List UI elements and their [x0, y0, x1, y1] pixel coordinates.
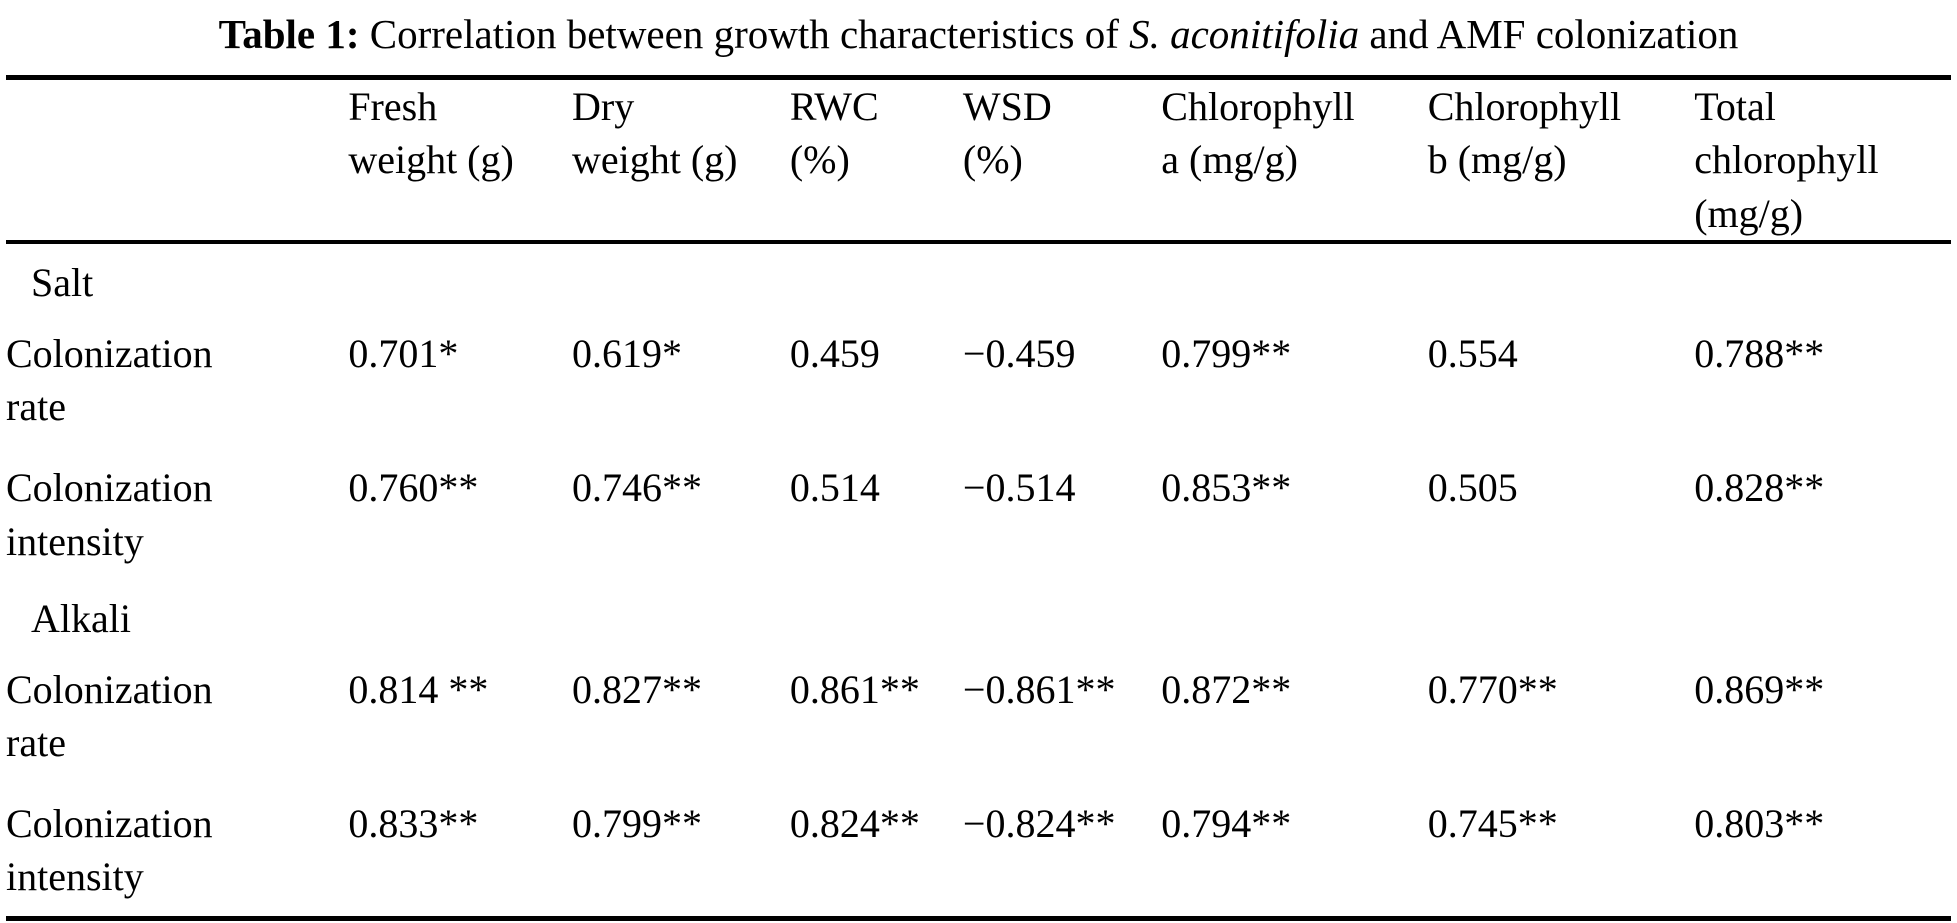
table-cell: 0.872** — [1161, 666, 1292, 712]
table-title-text-post: and AMF colonization — [1359, 11, 1739, 57]
table-cell: 0.514 — [789, 465, 880, 511]
column-header-dry-weight: Dry weight (g) — [571, 77, 790, 244]
table-cell: 0.824** — [789, 801, 920, 847]
table-cell: 0.505 — [1427, 465, 1518, 511]
table-cell: 0.760** — [348, 465, 479, 511]
table-cell: 0.619* — [571, 330, 682, 376]
table-cell: −0.514 — [962, 465, 1076, 511]
table-cell: 0.803** — [1694, 801, 1825, 847]
table-title-species: S. aconitifolia — [1129, 11, 1360, 57]
column-header-total-chlorophyll: Total chlorophyll (mg/g) — [1694, 77, 1951, 244]
column-header-wsd: WSD (%) — [962, 77, 1162, 244]
table-row-salt-colonization-rate: Colonization rate 0.701* 0.619* 0.459 −0… — [6, 311, 1951, 445]
table-cell: −0.861** — [962, 666, 1116, 712]
table-cell: 0.770** — [1427, 666, 1558, 712]
table-row-salt-colonization-intensity: Colonization intensity 0.760** 0.746** 0… — [6, 445, 1951, 579]
table-cell: 0.861** — [789, 666, 920, 712]
column-header-empty — [6, 77, 349, 244]
table-title: Table 1: Correlation between growth char… — [6, 10, 1951, 59]
table-title-label: Table 1: — [218, 11, 360, 57]
header-row: Fresh weight (g) Dry weight (g) RWC (%) … — [6, 77, 1951, 244]
group-row-alkali: Alkali — [6, 580, 1951, 647]
table-cell: 0.827** — [571, 666, 702, 712]
table-cell: 0.554 — [1427, 330, 1518, 376]
table-cell: 0.799** — [1161, 330, 1292, 376]
table-cell: 0.853** — [1161, 465, 1292, 511]
table-cell: 0.799** — [571, 801, 702, 847]
table-cell: 0.745** — [1427, 801, 1558, 847]
row-label: Colonization intensity — [6, 801, 213, 900]
table-cell: 0.828** — [1694, 465, 1825, 511]
table-title-text-pre: Correlation between growth characteristi… — [359, 11, 1130, 57]
table-cell: 0.788** — [1694, 330, 1825, 376]
row-label: Colonization intensity — [6, 465, 213, 564]
table-cell: 0.794** — [1161, 801, 1292, 847]
row-label: Colonization rate — [6, 330, 213, 430]
table-cell: 0.746** — [571, 465, 702, 511]
column-header-chlorophyll-b: Chlorophyll b (mg/g) — [1427, 77, 1695, 244]
column-header-chlorophyll-a: Chlorophyll a (mg/g) — [1161, 77, 1428, 244]
table-cell: −0.459 — [962, 330, 1076, 376]
column-header-fresh-weight: Fresh weight (g) — [348, 77, 572, 244]
group-row-salt: Salt — [6, 242, 1951, 311]
correlation-table: Fresh weight (g) Dry weight (g) RWC (%) … — [6, 75, 1951, 921]
group-label: Alkali — [31, 595, 131, 641]
group-label: Salt — [31, 259, 94, 305]
table-row-alkali-colonization-rate: Colonization rate 0.814 ** 0.827** 0.861… — [6, 647, 1951, 781]
table-cell: −0.824** — [962, 801, 1116, 847]
table-cell: 0.459 — [789, 330, 880, 376]
table-cell: 0.814 ** — [348, 666, 489, 712]
column-header-rwc: RWC (%) — [789, 77, 963, 244]
table-cell: 0.701* — [348, 330, 459, 376]
table-cell: 0.833** — [348, 801, 479, 847]
table-cell: 0.869** — [1694, 666, 1825, 712]
table-row-alkali-colonization-intensity: Colonization intensity 0.833** 0.799** 0… — [6, 781, 1951, 918]
row-label: Colonization rate — [6, 666, 213, 766]
